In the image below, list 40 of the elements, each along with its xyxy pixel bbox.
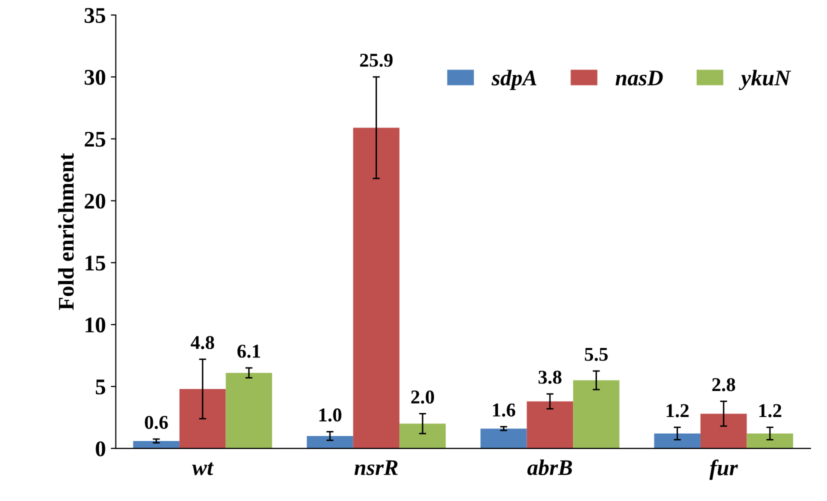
bar: [700, 414, 747, 448]
data-label: 4.8: [190, 336, 214, 350]
y-tick-label: 10: [86, 318, 106, 333]
data-label: 2.0: [411, 390, 434, 404]
y-tick-label: 25: [84, 132, 106, 147]
x-tick-label: fur: [709, 460, 738, 480]
bar: [654, 434, 700, 448]
data-label: 1.6: [493, 404, 516, 417]
data-label: 1.2: [759, 404, 782, 418]
data-label: 6.1: [237, 344, 260, 358]
bar: [353, 128, 400, 448]
bar: [526, 401, 574, 448]
y-tick-label: 5: [96, 380, 106, 394]
x-tick-label: wt: [192, 462, 214, 476]
bar: [179, 388, 226, 448]
data-label: 3.8: [538, 370, 562, 384]
legend-label: sdpA: [492, 70, 536, 90]
bar: [133, 440, 180, 448]
bar: [480, 428, 527, 448]
bar: [573, 380, 620, 448]
bar: [226, 372, 272, 448]
bar: [746, 434, 794, 448]
x-tick-label: abrB: [527, 460, 572, 476]
x-tick-label: nsrR: [354, 460, 398, 476]
y-tick-label: 15: [86, 256, 106, 271]
data-label: 1.2: [666, 404, 689, 418]
data-label: 25.9: [360, 54, 393, 67]
y-tick-label: 20: [84, 194, 106, 209]
bar: [306, 436, 354, 448]
data-label: 5.5: [584, 348, 608, 361]
legend-label: ykuN: [738, 70, 792, 90]
data-label: 2.8: [712, 378, 736, 392]
data-label: 0.6: [144, 416, 168, 430]
data-label: 1.0: [319, 408, 342, 422]
bar: [399, 424, 446, 448]
y-tick-label: 35: [84, 8, 106, 23]
y-axis-title: Fold enrichment: [58, 153, 74, 310]
y-tick-label: 0: [96, 441, 106, 456]
legend-label: nasD: [616, 70, 663, 86]
y-tick-label: 30: [84, 70, 106, 85]
